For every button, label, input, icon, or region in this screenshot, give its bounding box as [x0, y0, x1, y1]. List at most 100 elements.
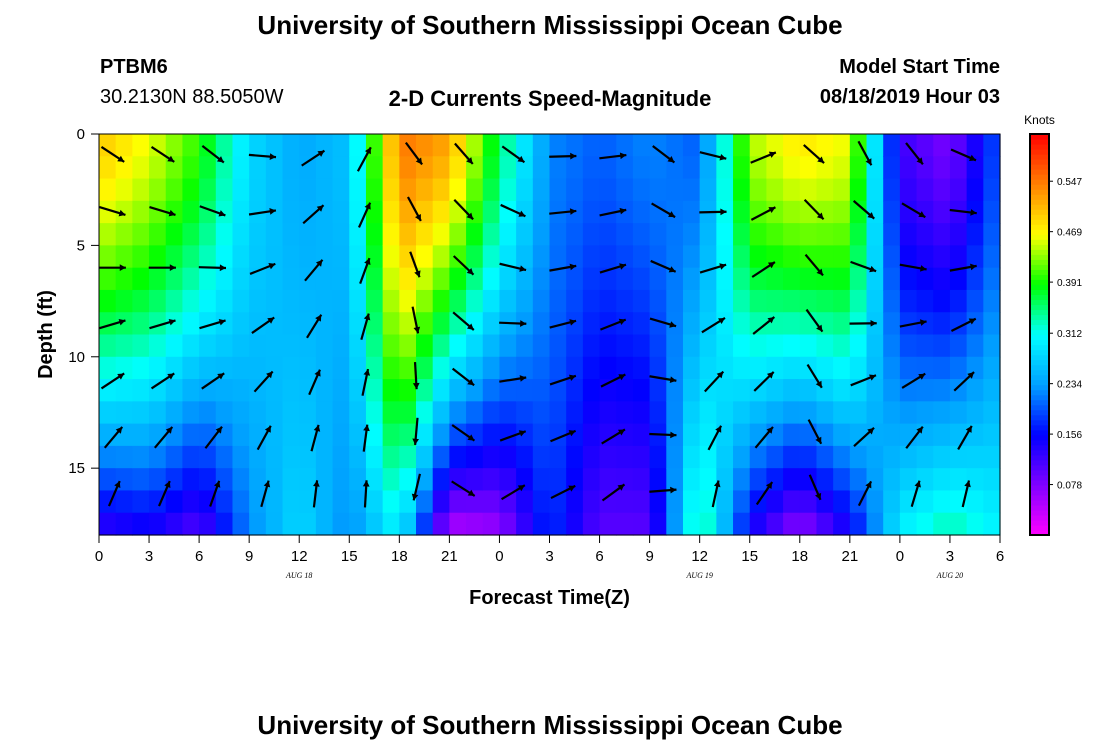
heatmap-cell: [282, 156, 300, 180]
heatmap-cell: [482, 490, 501, 514]
heatmap-cell: [332, 423, 350, 447]
heatmap-cell: [566, 512, 584, 536]
heatmap-cell: [866, 334, 884, 358]
heatmap-cell: [349, 245, 367, 269]
heatmap-cell: [149, 289, 167, 313]
heatmap-cell: [849, 289, 868, 313]
current-arrow-head: [867, 212, 875, 219]
heatmap-cell: [666, 312, 684, 336]
x-tick-label: 0: [495, 548, 503, 565]
heatmap-cell: [482, 401, 501, 425]
heatmap-cell: [532, 156, 551, 180]
current-arrow-head: [314, 369, 321, 377]
heatmap-cell: [149, 267, 167, 291]
heatmap-cell: [649, 178, 667, 202]
current-arrow-head: [617, 484, 625, 491]
heatmap-cell: [899, 334, 918, 358]
heatmap-cell: [716, 490, 734, 514]
current-arrow-head: [316, 205, 324, 212]
heatmap-cell: [532, 200, 551, 224]
heatmap-cell: [249, 445, 267, 469]
heatmap-cell: [866, 223, 884, 246]
heatmap-cell: [833, 423, 851, 447]
heatmap-cell: [616, 445, 634, 469]
heatmap-cell: [899, 490, 918, 514]
heatmap-cell: [549, 223, 567, 246]
heatmap-cell: [816, 423, 834, 447]
heatmap-cell: [232, 312, 250, 336]
current-arrow-head: [519, 375, 527, 382]
colorbar-segment: [1030, 154, 1049, 160]
heatmap-cell: [983, 245, 1001, 269]
current-arrow-head: [965, 425, 972, 433]
current-arrow-head: [916, 157, 923, 165]
heatmap-cell: [315, 512, 334, 536]
heatmap-cell: [766, 289, 784, 313]
heatmap-cell: [966, 223, 984, 246]
heatmap-cell: [265, 490, 284, 514]
heatmap-cell: [149, 356, 167, 380]
heatmap-cell: [232, 267, 250, 291]
heatmap-cell: [983, 200, 1001, 224]
colorbar-segment: [1030, 234, 1049, 240]
heatmap-cell: [382, 223, 400, 246]
heatmap-cell: [532, 134, 551, 157]
heatmap-cell: [382, 178, 400, 202]
heatmap-cell: [733, 289, 751, 313]
heatmap-cell: [666, 267, 684, 291]
heatmap-cell: [482, 178, 501, 202]
colorbar-segment: [1030, 514, 1049, 521]
heatmap-cell: [632, 223, 651, 246]
heatmap-cell: [332, 267, 350, 291]
heatmap-cell: [682, 334, 701, 358]
heatmap-cell: [966, 312, 984, 336]
colorbar-segment: [1030, 409, 1049, 416]
heatmap-cell: [282, 401, 300, 425]
heatmap-cell: [449, 512, 467, 536]
heatmap-cell: [916, 267, 934, 291]
heatmap-cell: [482, 134, 501, 157]
heatmap-cell: [499, 267, 517, 291]
heatmap-cell: [532, 423, 551, 447]
heatmap-cell: [232, 445, 250, 469]
heatmap-cell: [99, 312, 117, 336]
colorbar-segment: [1030, 349, 1049, 356]
colorbar-segment: [1030, 394, 1049, 401]
heatmap-cell: [132, 267, 150, 291]
current-arrow-head: [766, 371, 774, 379]
heatmap-cell: [599, 267, 617, 291]
heatmap-cell: [599, 490, 617, 514]
heatmap-cell: [666, 334, 684, 358]
heatmap-cell: [699, 267, 717, 291]
colorbar-segment: [1030, 444, 1049, 451]
heatmap-cell: [432, 423, 450, 447]
heatmap-cell: [682, 468, 701, 492]
heatmap-cell: [733, 334, 751, 358]
heatmap-cell: [666, 490, 684, 514]
heatmap-cell: [733, 356, 751, 380]
heatmap-cell: [299, 490, 317, 514]
heatmap-cell: [199, 312, 217, 336]
heatmap-cell: [182, 490, 200, 514]
heatmap-cell: [416, 267, 434, 291]
heatmap-cell: [416, 134, 434, 157]
heatmap-cell: [516, 223, 534, 246]
heatmap-cell: [916, 134, 934, 157]
colorbar-segment: [1030, 164, 1049, 170]
heatmap-cell: [232, 512, 250, 536]
x-tick-label: 12: [691, 548, 708, 565]
heatmap-cell: [282, 223, 300, 246]
heatmap-cell: [499, 289, 517, 313]
current-arrow-head: [215, 426, 223, 434]
heatmap-cell: [315, 200, 334, 224]
colorbar-segment: [1030, 249, 1049, 255]
heatmap-cell: [182, 156, 200, 180]
heatmap-cell: [799, 490, 818, 514]
current-arrow-head: [313, 424, 321, 432]
heatmap-cell: [616, 156, 634, 180]
heatmap-cell: [432, 312, 450, 336]
heatmap-cell: [315, 289, 334, 313]
colorbar-segment: [1030, 224, 1049, 230]
heatmap-cell: [332, 401, 350, 425]
heatmap-cell: [716, 312, 734, 336]
